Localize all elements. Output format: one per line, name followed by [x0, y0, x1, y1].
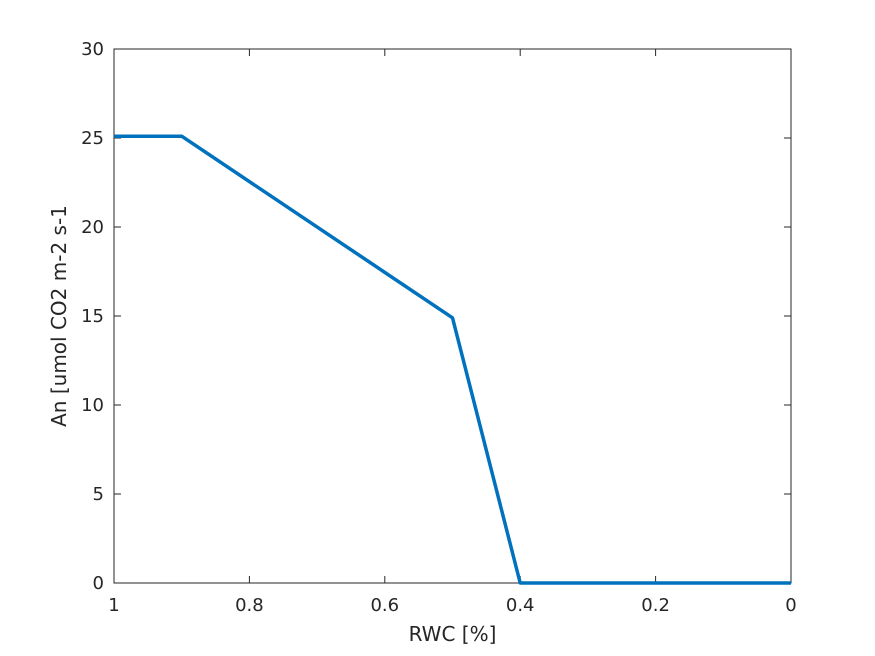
x-tick-label: 0.4 [506, 595, 535, 616]
series-line-an [114, 134, 791, 585]
x-axis-label: RWC [%] [409, 622, 497, 646]
y-axis-label: An [umol CO2 m-2 s-1 [47, 205, 71, 427]
x-tick-label: 0.6 [370, 595, 399, 616]
x-tick-label: 0 [785, 595, 796, 616]
x-tick-label: 0.8 [235, 595, 264, 616]
y-tick-label: 10 [81, 395, 104, 416]
x-tick-label: 0.2 [641, 595, 670, 616]
x-tick-label: 1 [108, 595, 119, 616]
y-tick-label: 25 [81, 128, 104, 149]
y-tick-label: 30 [81, 39, 104, 60]
y-tick-label: 0 [93, 573, 104, 594]
y-tick-label: 20 [81, 217, 104, 238]
y-tick-label: 5 [93, 484, 104, 505]
y-tick-label: 15 [81, 306, 104, 327]
series-group [114, 134, 791, 585]
axis-tick-labels: 1 0.8 0.6 0.4 0.2 0 0 5 10 15 20 25 30 [81, 39, 797, 616]
